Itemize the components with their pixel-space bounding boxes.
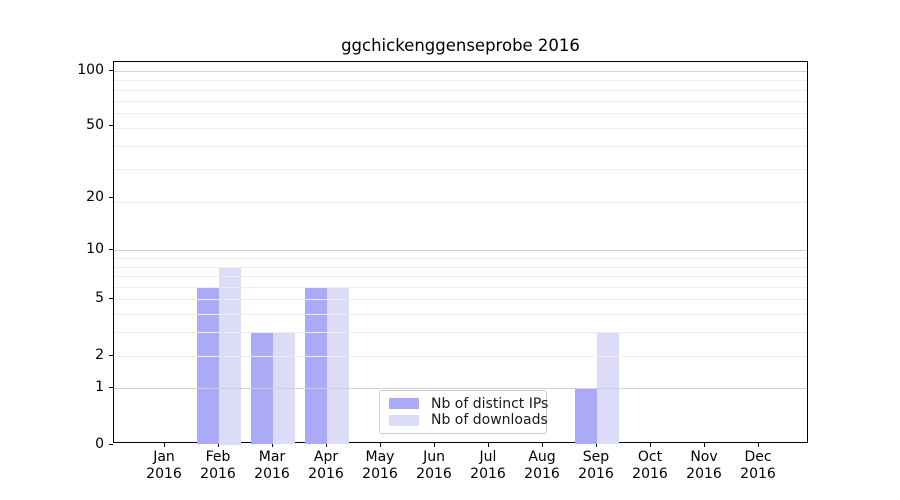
x-tick-month: Jun (423, 449, 445, 465)
y-gridline-minor (114, 356, 807, 357)
y-gridline-minor (114, 287, 807, 288)
y-tick-label: 5 (95, 290, 104, 306)
bar-nb-of-downloads-apr (327, 287, 349, 444)
y-gridline-minor (114, 332, 807, 333)
x-tick-mark (596, 443, 597, 447)
y-tick-mark (109, 355, 113, 356)
x-tick-month: Aug (528, 449, 556, 465)
x-tick-year: 2016 (686, 465, 722, 482)
x-tick-mark (758, 443, 759, 447)
x-tick-year: 2016 (632, 465, 668, 482)
bar-nb-of-distinct-ips-sep (575, 388, 597, 444)
x-tick-label-oct: Oct 2016 (620, 449, 680, 482)
y-gridline-minor (114, 128, 807, 129)
x-tick-month: Oct (637, 449, 663, 465)
y-tick-label: 10 (86, 241, 104, 257)
y-tick-mark (109, 298, 113, 299)
x-tick-label-jan: Jan 2016 (134, 449, 194, 482)
x-tick-label-aug: Aug 2016 (512, 449, 572, 482)
y-gridline-minor (114, 80, 807, 81)
y-gridline-minor (114, 146, 807, 147)
y-gridline-minor (114, 299, 807, 300)
x-tick-mark (164, 443, 165, 447)
y-gridline-minor (114, 314, 807, 315)
x-tick-month: Sep (582, 449, 610, 465)
legend-swatch-downloads-icon (389, 414, 419, 426)
x-tick-year: 2016 (254, 465, 290, 482)
y-gridline-minor (114, 258, 807, 259)
x-tick-label-sep: Sep 2016 (566, 449, 626, 482)
x-tick-mark (218, 443, 219, 447)
legend-swatch-distinct-ips-icon (389, 398, 419, 410)
plot-area: Nb of distinct IPs Nb of downloads (113, 61, 808, 445)
x-tick-label-jul: Jul 2016 (458, 449, 518, 482)
x-tick-month: Mar (258, 449, 286, 465)
x-tick-label-nov: Nov 2016 (674, 449, 734, 482)
y-gridline-minor (114, 276, 807, 277)
x-tick-month: Jul (479, 449, 497, 465)
x-tick-month: Feb (205, 449, 231, 465)
y-gridline-minor (114, 113, 807, 114)
x-tick-mark (380, 443, 381, 447)
x-tick-year: 2016 (470, 465, 506, 482)
x-tick-year: 2016 (740, 465, 776, 482)
legend-row-downloads: Nb of downloads (389, 412, 548, 428)
y-tick-mark (109, 387, 113, 388)
y-gridline-minor (114, 202, 807, 203)
x-tick-mark (326, 443, 327, 447)
x-tick-label-feb: Feb 2016 (188, 449, 248, 482)
x-tick-year: 2016 (146, 465, 182, 482)
y-tick-label: 20 (86, 189, 104, 205)
y-tick-mark (109, 70, 113, 71)
x-tick-mark (434, 443, 435, 447)
chart-title: ggchickenggenseprobe 2016 (341, 36, 580, 55)
legend-label-downloads: Nb of downloads (431, 412, 548, 429)
y-tick-label: 50 (86, 117, 104, 133)
legend-label-distinct-ips: Nb of distinct IPs (431, 395, 549, 412)
x-tick-mark (542, 443, 543, 447)
y-tick-mark (109, 249, 113, 250)
x-tick-mark (488, 443, 489, 447)
y-gridline-minor (114, 169, 807, 170)
y-gridline-minor (114, 267, 807, 268)
x-tick-mark (272, 443, 273, 447)
x-tick-month: Nov (690, 449, 718, 465)
y-tick-label: 0 (95, 436, 104, 452)
y-tick-mark (109, 197, 113, 198)
y-tick-label: 2 (95, 347, 104, 363)
legend: Nb of distinct IPs Nb of downloads (379, 390, 548, 434)
x-tick-label-mar: Mar 2016 (242, 449, 302, 482)
x-tick-label-jun: Jun 2016 (404, 449, 464, 482)
x-tick-year: 2016 (308, 465, 344, 482)
x-tick-year: 2016 (578, 465, 614, 482)
x-tick-year: 2016 (416, 465, 452, 482)
y-tick-mark (109, 444, 113, 445)
x-tick-mark (704, 443, 705, 447)
x-tick-label-apr: Apr 2016 (296, 449, 356, 482)
x-tick-year: 2016 (200, 465, 236, 482)
x-tick-label-may: May 2016 (350, 449, 410, 482)
x-tick-year: 2016 (362, 465, 398, 482)
x-tick-year: 2016 (524, 465, 560, 482)
y-gridline-minor (114, 90, 807, 91)
x-tick-label-dec: Dec 2016 (728, 449, 788, 482)
y-tick-label: 100 (77, 62, 104, 78)
y-gridline-major (114, 71, 807, 72)
bar-nb-of-distinct-ips-feb (197, 287, 219, 444)
x-tick-month: Jan (153, 449, 175, 465)
y-gridline-major (114, 388, 807, 389)
y-tick-mark (109, 125, 113, 126)
x-tick-month: May (365, 449, 395, 465)
x-tick-mark (650, 443, 651, 447)
x-tick-month: Dec (744, 449, 772, 465)
legend-row-distinct-ips: Nb of distinct IPs (389, 396, 548, 412)
y-tick-label: 1 (95, 379, 104, 395)
bar-nb-of-distinct-ips-apr (305, 287, 327, 444)
x-tick-month: Apr (313, 449, 339, 465)
y-gridline-major (114, 250, 807, 251)
y-gridline-minor (114, 101, 807, 102)
